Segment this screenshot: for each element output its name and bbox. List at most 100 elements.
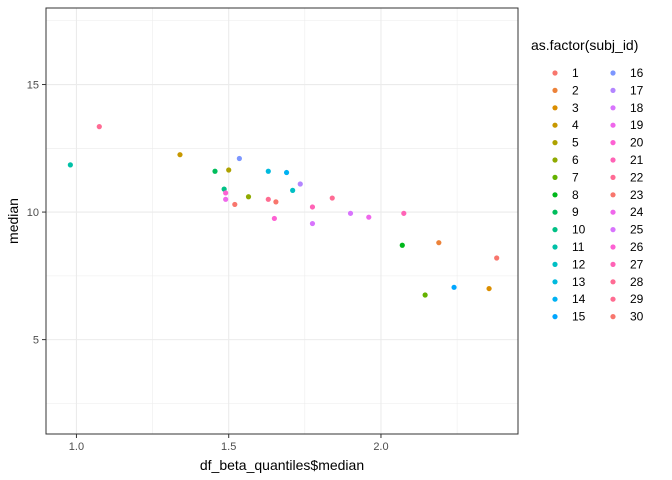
legend-key-10 [552,227,558,233]
data-point-subj-29 [265,196,271,202]
legend-label-25: 25 [630,223,644,237]
legend-key-28 [610,279,616,285]
x-tick-label: 1.5 [221,441,236,453]
legend-key-27 [610,261,616,267]
legend-key-25 [610,227,616,233]
legend-key-8 [552,192,558,198]
y-tick-label: 10 [27,207,39,219]
y-axis-ticks: 5 10 15 [27,80,46,347]
data-point-subj-16 [236,155,242,162]
legend-label-22: 22 [630,170,644,184]
legend-key-15 [552,314,558,320]
legend-label-20: 20 [630,136,644,150]
legend-label-9: 9 [572,205,579,219]
data-point-subj-8 [399,242,405,248]
data-points [67,124,500,298]
gridlines [46,8,518,434]
data-point-subj-3 [486,285,492,292]
legend-label-6: 6 [572,153,579,167]
x-tick-label: 1.0 [69,441,84,453]
legend-label-3: 3 [572,101,579,115]
legend-key-20 [610,140,616,146]
data-point-subj-23 [494,255,500,261]
legend-key-6 [552,157,558,163]
legend-key-16 [610,70,616,76]
y-tick-label: 5 [33,335,39,347]
data-point-subj-22 [96,124,102,130]
data-point-subj-14 [283,169,290,176]
data-point-subj-6 [245,194,252,200]
legend-key-21 [610,157,616,163]
data-point-subj-30 [232,201,238,208]
legend-key-18 [610,105,616,111]
legend-label-24: 24 [630,205,644,219]
data-point-subj-13 [265,168,271,174]
legend-label-12: 12 [572,257,586,271]
legend-key-29 [610,296,616,302]
data-point-subj-7 [422,292,428,298]
data-point-subj-4 [177,152,183,158]
x-axis-title: df_beta_quantiles$median [200,457,364,473]
legend-label-30: 30 [630,310,644,324]
legend-label-11: 11 [572,240,585,254]
data-point-subj-18 [347,210,354,216]
y-tick-label: 15 [27,80,39,92]
legend-label-21: 21 [630,153,644,167]
data-point-subj-1 [273,199,279,205]
data-point-subj-15 [451,284,457,290]
legend-key-4 [552,122,558,128]
legend-key-12 [552,261,558,267]
legend-key-17 [610,87,616,93]
legend-label-23: 23 [630,188,644,202]
data-point-subj-25 [309,220,316,227]
legend-label-19: 19 [630,118,644,132]
legend-label-13: 13 [572,275,586,289]
legend-key-1 [552,70,558,76]
legend-label-15: 15 [572,310,586,324]
legend-key-11 [552,244,558,250]
legend-key-26 [610,244,616,250]
legend-key-14 [552,296,558,302]
legend-label-14: 14 [572,292,586,306]
legend-key-22 [610,174,616,180]
data-point-subj-20 [271,215,277,222]
legend-key-24 [610,209,616,215]
legend-label-27: 27 [630,257,644,271]
legend-key-5 [552,140,558,146]
data-point-subj-27 [309,204,316,210]
legend: as.factor(subj_id) 123456789101112131415… [531,37,644,324]
legend-key-13 [552,279,558,285]
data-point-subj-24 [223,196,229,202]
data-point-subj-17 [297,181,303,187]
legend-label-1: 1 [572,66,579,80]
legend-key-3 [552,105,558,111]
legend-title: as.factor(subj_id) [531,37,638,53]
legend-key-2 [552,87,558,93]
legend-label-29: 29 [630,292,644,306]
x-tick-label: 2.0 [373,441,388,453]
legend-label-26: 26 [630,240,644,254]
legend-label-4: 4 [572,118,579,132]
legend-label-5: 5 [572,136,579,150]
legend-label-17: 17 [630,83,644,97]
legend-label-16: 16 [630,66,644,80]
data-point-subj-28 [329,195,335,201]
legend-key-30 [610,314,616,320]
panel-border [45,7,519,435]
data-point-subj-9 [212,168,218,174]
legend-key-9 [552,209,558,215]
data-point-subj-5 [226,167,232,173]
data-point-subj-11 [67,162,73,168]
data-point-subj-12 [290,187,296,193]
legend-label-28: 28 [630,275,644,289]
legend-label-8: 8 [572,188,579,202]
data-point-subj-2 [436,240,442,246]
data-point-subj-19 [366,214,372,220]
legend-items: 1234567891011121314151617181920212223242… [552,66,644,324]
legend-label-2: 2 [572,83,579,97]
legend-label-10: 10 [572,223,586,237]
legend-label-7: 7 [572,170,579,184]
y-axis-title: median [5,198,21,244]
legend-key-19 [610,122,616,128]
